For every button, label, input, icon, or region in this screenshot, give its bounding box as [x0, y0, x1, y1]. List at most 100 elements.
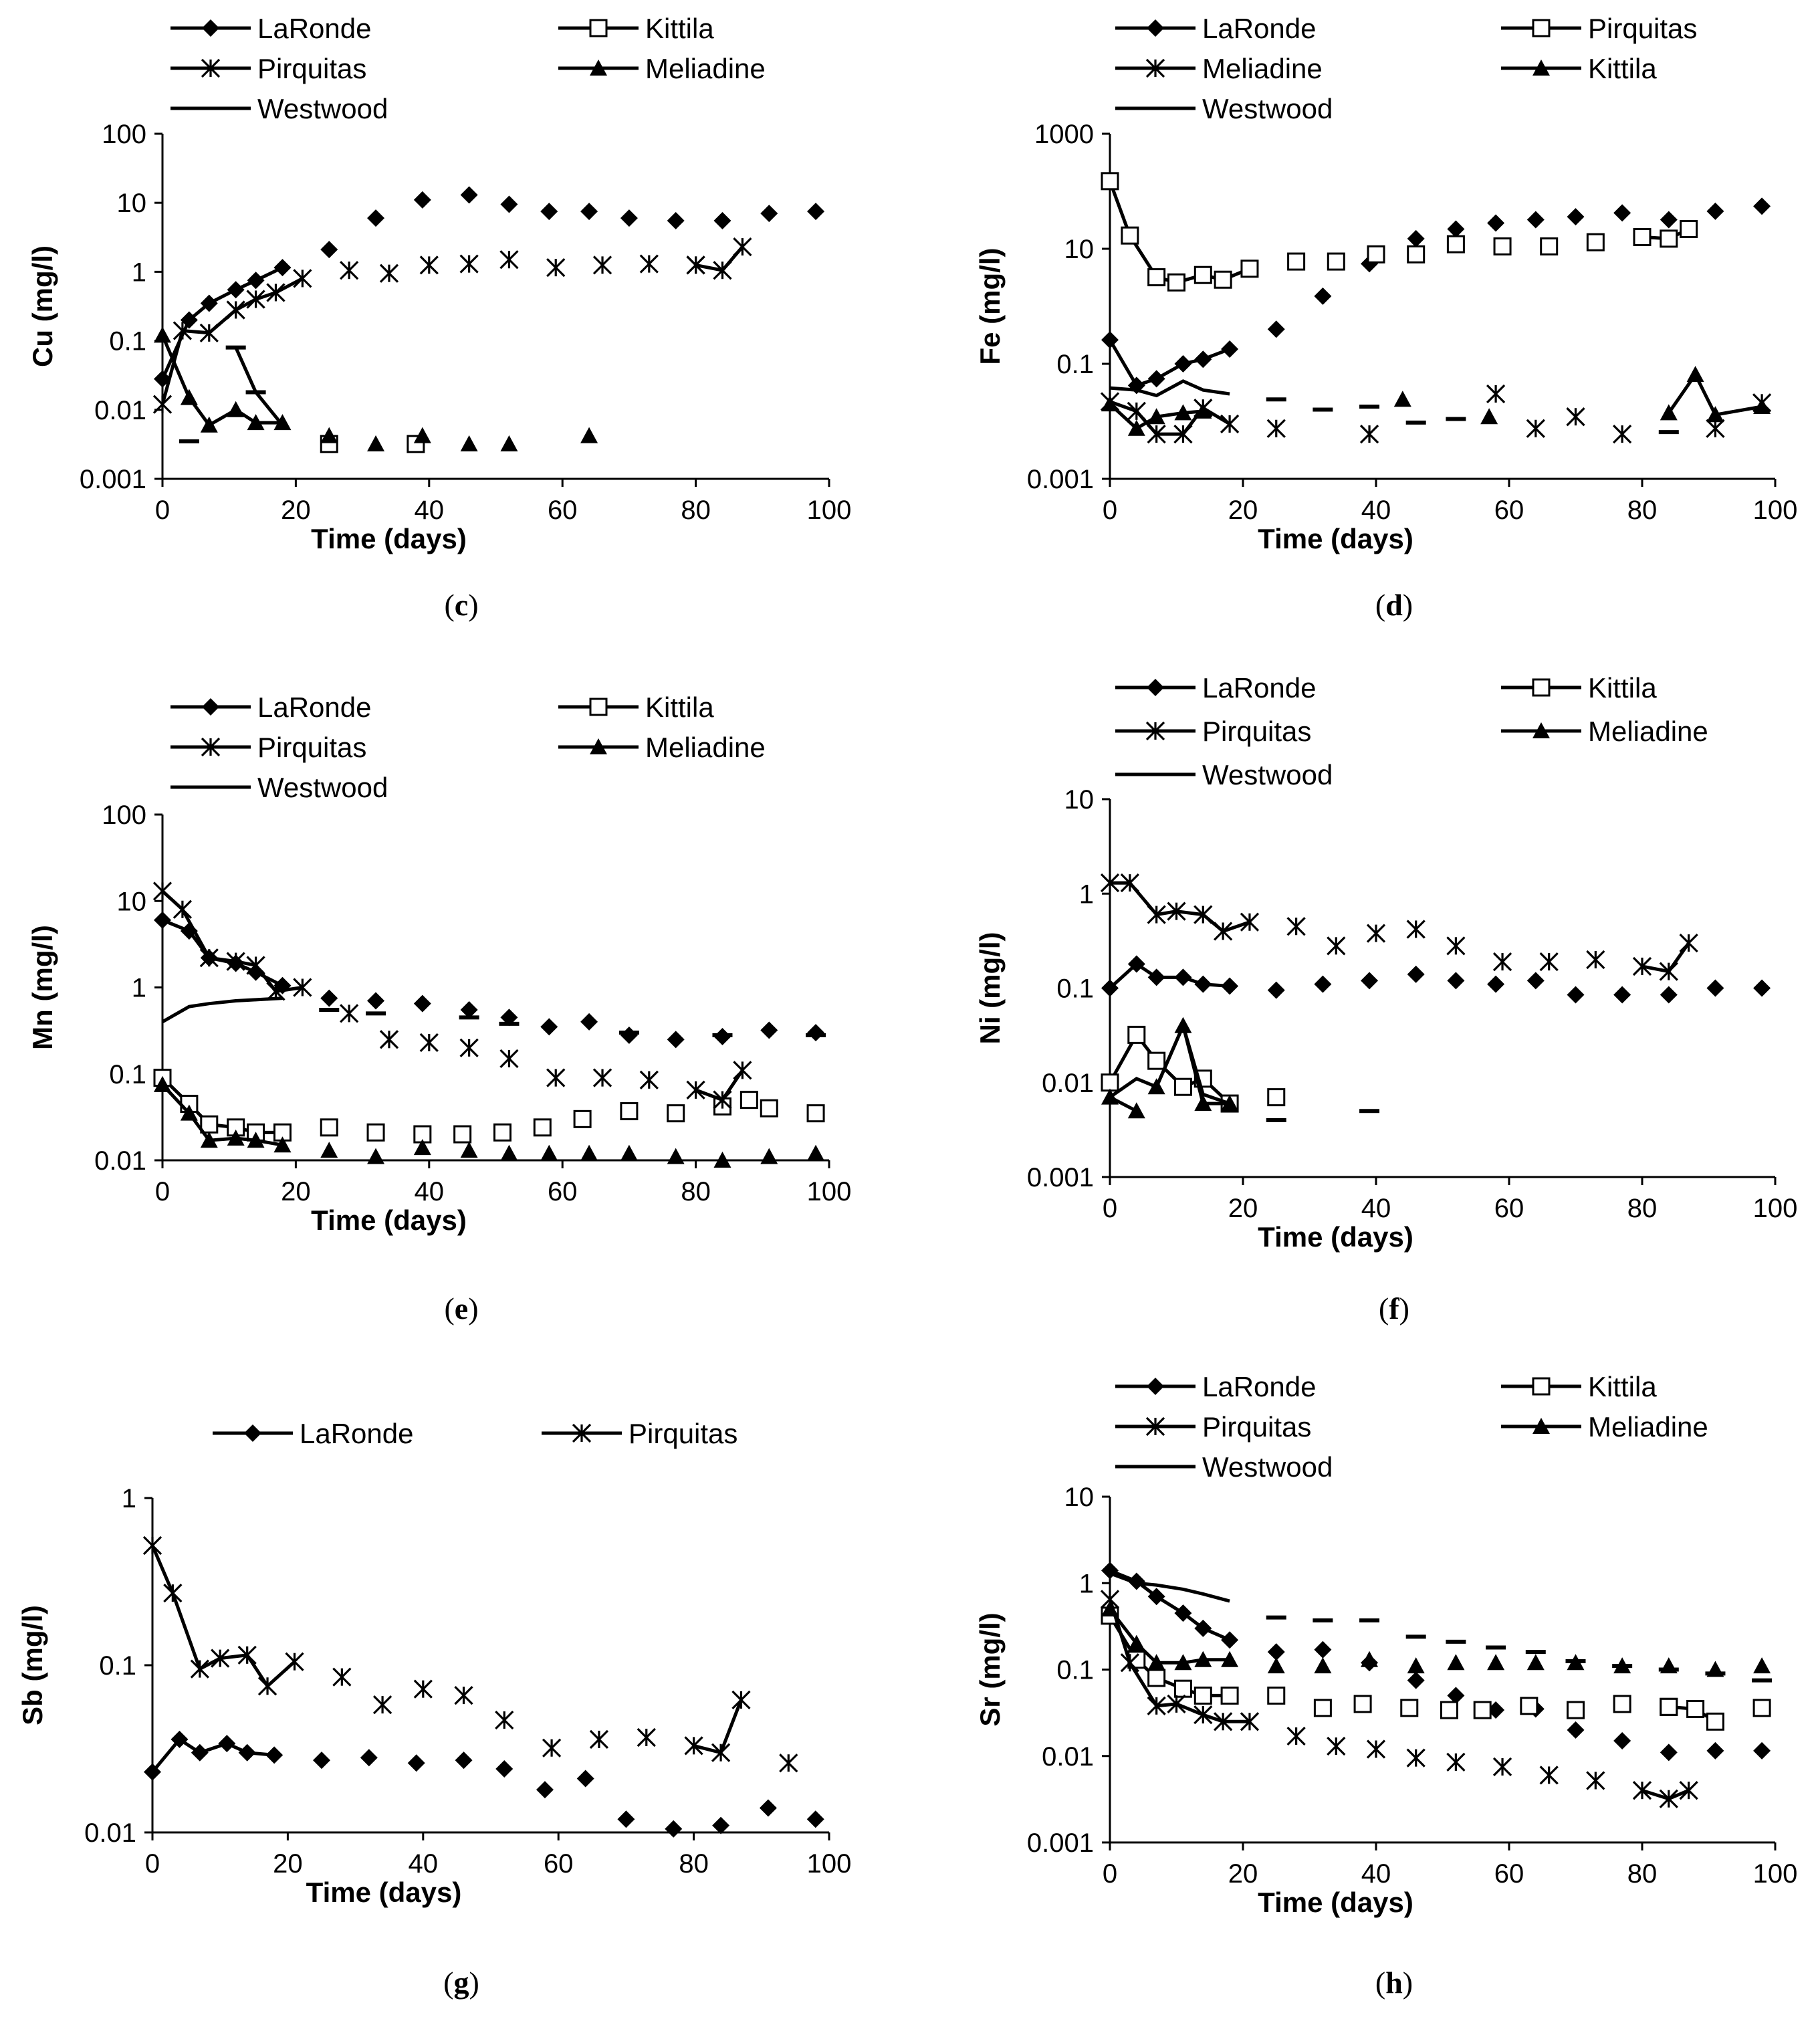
star-marker — [459, 1038, 479, 1057]
triangle-marker — [1686, 366, 1704, 383]
square-marker — [1532, 678, 1551, 697]
star-marker — [1100, 873, 1120, 893]
caption-letter: e — [455, 1291, 468, 1325]
diamond-marker — [218, 1735, 236, 1753]
star-marker — [419, 1033, 439, 1053]
square-marker — [806, 1104, 825, 1123]
diamond-marker — [1407, 229, 1425, 247]
series-line — [1109, 1572, 1230, 1603]
triangle-marker — [1487, 1654, 1505, 1671]
triangle-marker — [1127, 1102, 1145, 1119]
x-axis-title: Time (days) — [311, 1204, 467, 1236]
triangle-marker — [1147, 408, 1165, 425]
diamond-marker — [407, 1754, 425, 1772]
triangle-marker — [1127, 1634, 1145, 1651]
series-pirquitas — [152, 881, 752, 1109]
legend-item: Meliadine — [558, 732, 766, 763]
square-marker — [573, 1109, 592, 1128]
star-marker — [1120, 1653, 1139, 1673]
diamond-marker — [1147, 968, 1165, 986]
legend-item: Meliadine — [1501, 1411, 1708, 1443]
x-tick-label: 0 — [1103, 1194, 1117, 1223]
star-marker — [592, 1068, 612, 1087]
star-marker — [201, 58, 221, 78]
y-tick-label: 10 — [117, 189, 147, 218]
caption-letter: f — [1389, 1291, 1399, 1325]
star-marker — [413, 1679, 433, 1699]
caption-paren: ) — [1403, 1965, 1413, 2000]
diamond-marker — [807, 1024, 825, 1042]
caption-paren: ) — [468, 1291, 478, 1325]
legend-item: Westwood — [1115, 759, 1333, 790]
square-marker — [1752, 1699, 1771, 1717]
series-line — [1109, 400, 1231, 436]
diamond-marker — [1221, 1631, 1239, 1649]
triangle-marker — [1753, 1657, 1771, 1674]
caption-letter: g — [454, 1965, 469, 2000]
diamond-marker — [1487, 214, 1505, 232]
diamond-marker — [238, 1743, 256, 1762]
star-marker — [542, 1738, 562, 1758]
square-marker — [589, 698, 608, 716]
star-marker — [1147, 1696, 1166, 1715]
star-marker — [173, 899, 193, 919]
star-marker — [713, 261, 732, 280]
star-marker — [637, 1727, 656, 1747]
series-pirquitas — [142, 1535, 798, 1773]
star-marker — [731, 1690, 751, 1710]
legend-item: Meliadine — [558, 53, 766, 84]
x-tick-label: 80 — [681, 1177, 711, 1206]
triangle-marker — [180, 1104, 198, 1121]
diamond-marker — [247, 272, 265, 290]
x-tick-label: 60 — [1494, 1859, 1524, 1889]
diamond-marker — [580, 1013, 598, 1031]
triangle-marker — [713, 1152, 731, 1168]
legend-label: Westwood — [1202, 93, 1333, 124]
triangle-marker — [320, 427, 338, 443]
triangle-marker — [1532, 722, 1550, 738]
triangle-marker — [807, 1144, 825, 1161]
legend-label: Kittila — [1588, 672, 1657, 704]
legend-item: Kittila — [1501, 53, 1657, 84]
x-tick-label: 20 — [1228, 1194, 1258, 1223]
y-tick-label: 1 — [1079, 1569, 1094, 1598]
star-marker — [686, 255, 705, 275]
triangle-marker — [247, 1132, 265, 1148]
legend-label: LaRonde — [257, 692, 371, 723]
star-marker — [1120, 873, 1139, 893]
star-marker — [499, 250, 519, 270]
triangle-marker — [500, 1144, 518, 1161]
y-tick-label: 0.1 — [1056, 350, 1094, 379]
diamond-marker — [1706, 1741, 1724, 1760]
legend: LaRonde Kittila Pirquitas Meliadine Westwood — [170, 692, 766, 803]
diamond-marker — [1221, 340, 1239, 358]
diamond-marker — [1567, 208, 1585, 226]
triangle-marker — [273, 1136, 292, 1153]
diamond-marker — [1447, 220, 1465, 238]
square-marker — [1214, 270, 1232, 289]
chart-panel-g: 0.01 0.1 1 0 20 40 60 80 100 Time (days) Sb (mg/l)… — [17, 1418, 851, 2000]
caption-paren: ) — [469, 1965, 479, 2000]
square-marker — [1101, 1073, 1119, 1092]
diamond-marker — [1221, 977, 1239, 995]
y-tick-label: 0.01 — [84, 1818, 136, 1848]
square-marker — [1407, 245, 1426, 263]
x-tick-label: 100 — [807, 496, 852, 525]
square-marker — [1313, 1699, 1332, 1717]
square-marker — [493, 1123, 511, 1142]
y-tick-label: 1 — [122, 1484, 136, 1513]
star-marker — [1492, 952, 1512, 972]
square-marker — [1287, 252, 1306, 271]
triangle-marker — [413, 427, 431, 443]
legend-label: Kittila — [1588, 1371, 1657, 1402]
x-tick-label: 100 — [807, 1177, 852, 1206]
square-marker — [1367, 245, 1385, 263]
legend-item: Kittila — [558, 13, 714, 44]
star-marker — [246, 290, 265, 309]
star-marker — [1167, 1694, 1186, 1714]
series-line — [161, 996, 283, 1024]
x-tick-label: 20 — [281, 1177, 311, 1206]
legend-item: LaRonde — [1115, 13, 1316, 44]
legend: LaRonde Kittila Pirquitas Meliadine Westwood — [1115, 1371, 1708, 1483]
x-tick-label: 80 — [1627, 496, 1658, 525]
